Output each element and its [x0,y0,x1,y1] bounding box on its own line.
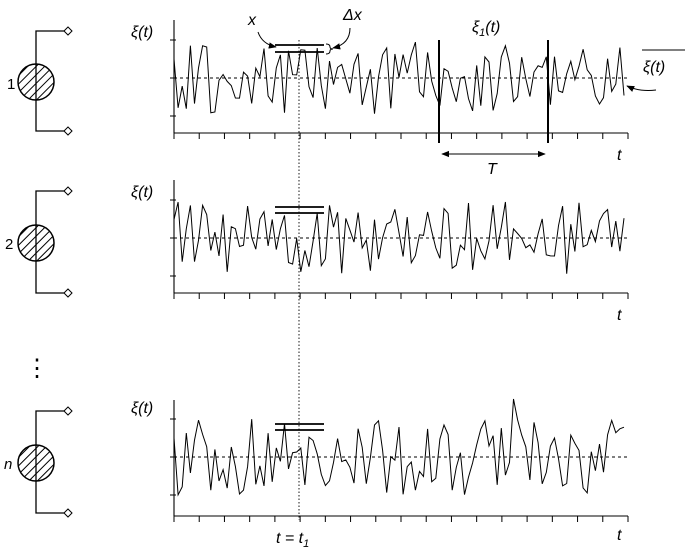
time-instant-label: t = t1 [276,530,309,550]
source-2 [17,186,73,298]
dx-label: Δx [342,7,363,24]
source-index-n: n [4,456,12,473]
terminal-diamond-icon [63,186,73,196]
x-ticks [173,516,629,522]
x-pointer-arrow [257,31,277,49]
ylabel-1: ξ(t) [131,24,153,41]
plot-1 [170,20,657,158]
plot-2 [170,180,629,299]
source-circle-hatched-icon [17,444,55,482]
random-trace-1 [173,41,625,114]
source-circle-hatched-icon [17,224,55,262]
y-ticks [170,39,176,117]
ylabel-2: ξ(t) [131,184,153,201]
source-index-2: 2 [5,236,13,253]
random-trace-2 [173,201,625,274]
xi1-label: ξ1(t) [472,19,500,39]
terminal-diamond-icon [63,126,73,136]
x-ticks [173,293,629,299]
source-index-1: 1 [7,76,15,93]
tlabel-2: t [617,307,622,324]
tlabel-1: t [617,147,622,164]
dx-pointer-arrow [332,27,351,50]
mean-pointer-arrow [626,85,657,92]
random-trace-n [173,398,625,497]
period-label: T [487,161,498,178]
tlabel-n: t [617,527,622,544]
terminal-diamond-icon [63,26,73,36]
ylabel-n: ξ(t) [131,400,153,417]
y-ticks [170,199,176,277]
x-ticks [173,133,629,139]
terminal-diamond-icon [63,288,73,298]
mean-label: ξ(t) [643,59,665,76]
terminal-diamond-icon [63,406,73,416]
plot-n [170,398,629,522]
x-label: x [247,12,257,29]
source-n [17,406,73,518]
source-1 [17,26,73,136]
dx-brace [325,43,334,55]
source-circle-hatched-icon [17,63,55,101]
terminal-diamond-icon [63,508,73,518]
ellipsis-dots: ⋮ [25,355,49,382]
